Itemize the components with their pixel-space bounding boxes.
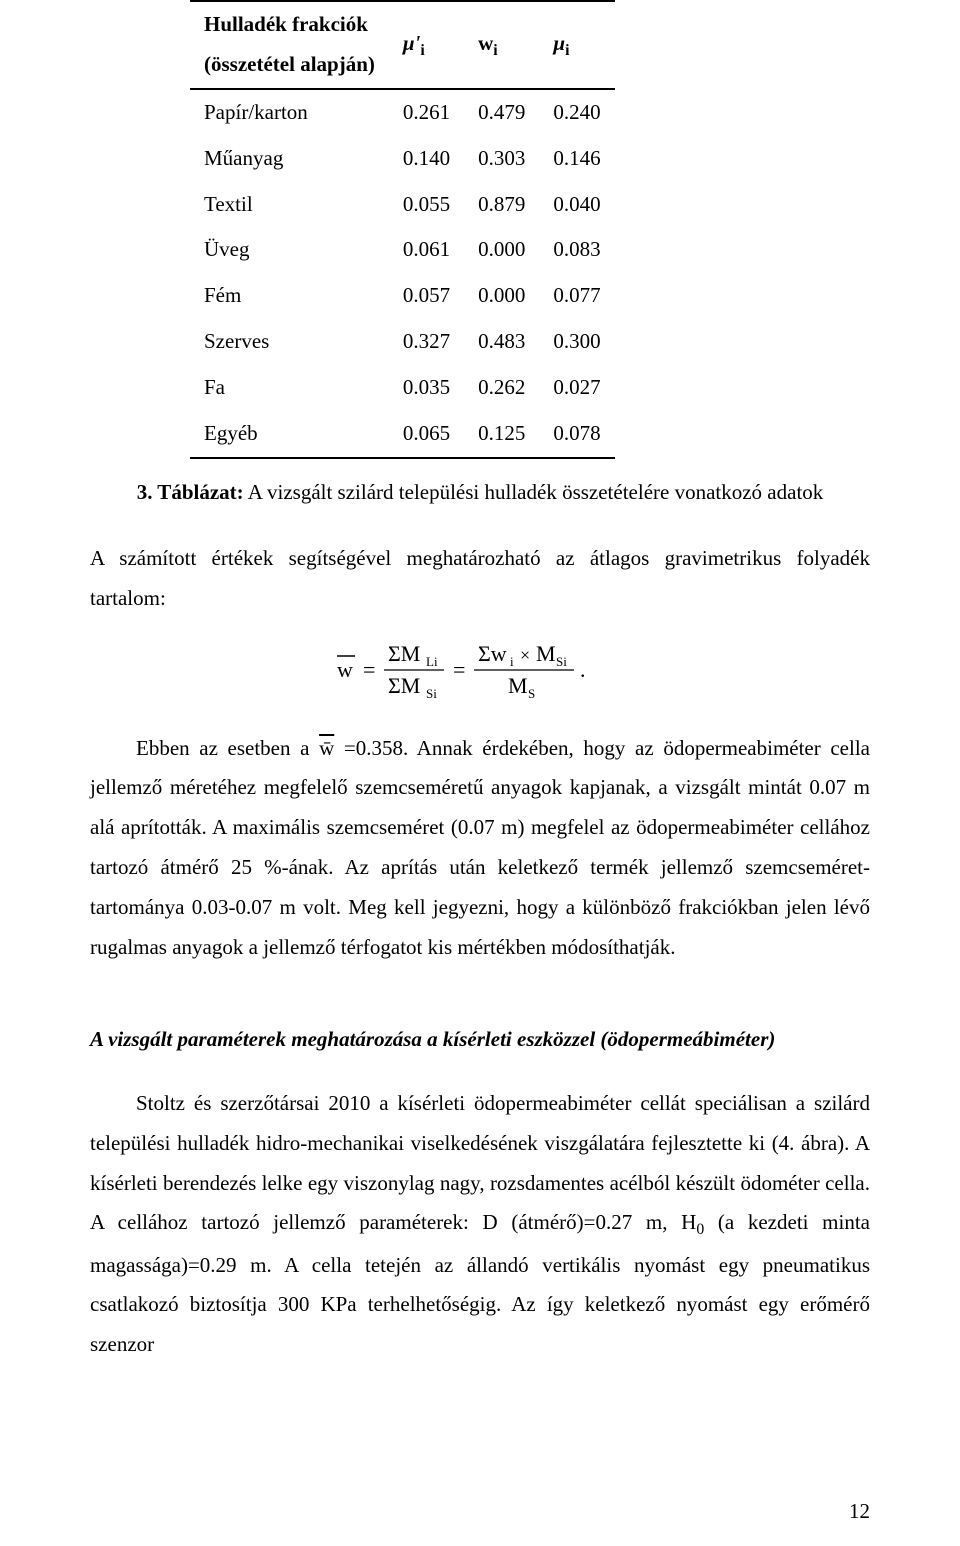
table-caption: 3. Táblázat: A vizsgált szilárd települé…: [90, 473, 870, 513]
frac-c3: 0.083: [539, 227, 614, 273]
mu-prime-symbol: μ': [403, 31, 421, 55]
frac-c3: 0.027: [539, 365, 614, 411]
mu-sub: i: [565, 42, 569, 59]
table-row: Üveg 0.061 0.000 0.083: [190, 227, 615, 273]
frac-c1: 0.035: [389, 365, 464, 411]
caption-text: A vizsgált szilárd települési hulladék ö…: [244, 480, 824, 504]
frac-c3: 0.146: [539, 136, 614, 182]
frac-c2: 0.303: [464, 136, 539, 182]
table-body: Papír/karton 0.261 0.479 0.240 Műanyag 0…: [190, 89, 615, 458]
table-row: Műanyag 0.140 0.303 0.146: [190, 136, 615, 182]
svg-text:M: M: [536, 641, 556, 666]
frac-c2: 0.262: [464, 365, 539, 411]
frac-c1: 0.055: [389, 182, 464, 228]
svg-text:.: .: [580, 657, 586, 682]
formula-svg: w = ΣM Li ΣM Si = Σw i × M Si M S .: [330, 633, 630, 707]
frac-c3: 0.240: [539, 89, 614, 136]
frac-name: Fa: [190, 365, 389, 411]
frac-name: Műanyag: [190, 136, 389, 182]
frac-c3: 0.040: [539, 182, 614, 228]
paragraph-result: Ebben az esetben a w̄ =0.358. Annak érde…: [90, 729, 870, 968]
svg-text:=: =: [453, 657, 465, 682]
col-header-fraction-line1: Hulladék frakciók: [204, 12, 368, 36]
frac-name: Textil: [190, 182, 389, 228]
col-header-mu-prime: μ'i: [389, 1, 464, 89]
table-row: Papír/karton 0.261 0.479 0.240: [190, 89, 615, 136]
frac-c2: 0.483: [464, 319, 539, 365]
frac-name: Szerves: [190, 319, 389, 365]
frac-c1: 0.140: [389, 136, 464, 182]
frac-c1: 0.327: [389, 319, 464, 365]
svg-text:M: M: [508, 673, 528, 698]
col-header-w: wi: [464, 1, 539, 89]
formula-block: w = ΣM Li ΣM Si = Σw i × M Si M S .: [90, 633, 870, 707]
frac-c2: 0.879: [464, 182, 539, 228]
svg-text:×: ×: [520, 645, 530, 665]
svg-text:Σw: Σw: [478, 641, 507, 666]
frac-c2: 0.125: [464, 411, 539, 458]
w-sub: i: [493, 42, 497, 59]
frac-c2: 0.000: [464, 227, 539, 273]
paragraph-intro-text: A számított értékek segítségével meghatá…: [90, 546, 870, 610]
table-row: Textil 0.055 0.879 0.040: [190, 182, 615, 228]
svg-text:=: =: [363, 657, 375, 682]
frac-c1: 0.057: [389, 273, 464, 319]
svg-text:Si: Si: [426, 686, 437, 701]
w-symbol: w: [478, 31, 493, 55]
frac-name: Üveg: [190, 227, 389, 273]
caption-lead: 3. Táblázat:: [137, 480, 244, 504]
frac-name: Fém: [190, 273, 389, 319]
table-row: Szerves 0.327 0.483 0.300: [190, 319, 615, 365]
wbar-symbol: w̄: [319, 736, 334, 760]
page: Hulladék frakciók (összetétel alapján) μ…: [0, 0, 960, 1546]
page-number: 12: [849, 1492, 870, 1532]
p2-after: =0.358. Annak érdekében, hogy az ödoperm…: [90, 736, 870, 959]
frac-name: Papír/karton: [190, 89, 389, 136]
paragraph-apparatus: Stoltz és szerzőtársai 2010 a kísérleti …: [90, 1084, 870, 1365]
frac-name: Egyéb: [190, 411, 389, 458]
table-header-row: Hulladék frakciók (összetétel alapján) μ…: [190, 1, 615, 89]
frac-c3: 0.078: [539, 411, 614, 458]
svg-text:S: S: [528, 686, 535, 701]
p2-prefix: Ebben az esetben a: [136, 736, 319, 760]
svg-text:i: i: [510, 654, 514, 669]
paragraph-intro: A számított értékek segítségével meghatá…: [90, 539, 870, 619]
svg-text:Si: Si: [556, 654, 567, 669]
section-heading: A vizsgált paraméterek meghatározása a k…: [90, 1020, 870, 1060]
frac-c1: 0.061: [389, 227, 464, 273]
svg-text:ΣM: ΣM: [388, 641, 420, 666]
col-header-fraction-line2: (összetétel alapján): [204, 52, 375, 76]
svg-text:Li: Li: [426, 654, 438, 669]
frac-c1: 0.261: [389, 89, 464, 136]
col-header-mu: μi: [539, 1, 614, 89]
col-header-fraction: Hulladék frakciók (összetétel alapján): [190, 1, 389, 89]
mu-prime-sub: i: [420, 42, 424, 59]
table-row: Fém 0.057 0.000 0.077: [190, 273, 615, 319]
table-row: Fa 0.035 0.262 0.027: [190, 365, 615, 411]
mu-symbol: μ: [553, 31, 565, 55]
table-row: Egyéb 0.065 0.125 0.078: [190, 411, 615, 458]
frac-c3: 0.077: [539, 273, 614, 319]
frac-c3: 0.300: [539, 319, 614, 365]
frac-c1: 0.065: [389, 411, 464, 458]
composition-table: Hulladék frakciók (összetétel alapján) μ…: [190, 0, 615, 459]
frac-c2: 0.000: [464, 273, 539, 319]
svg-text:w: w: [337, 657, 353, 682]
svg-text:ΣM: ΣM: [388, 673, 420, 698]
frac-c2: 0.479: [464, 89, 539, 136]
